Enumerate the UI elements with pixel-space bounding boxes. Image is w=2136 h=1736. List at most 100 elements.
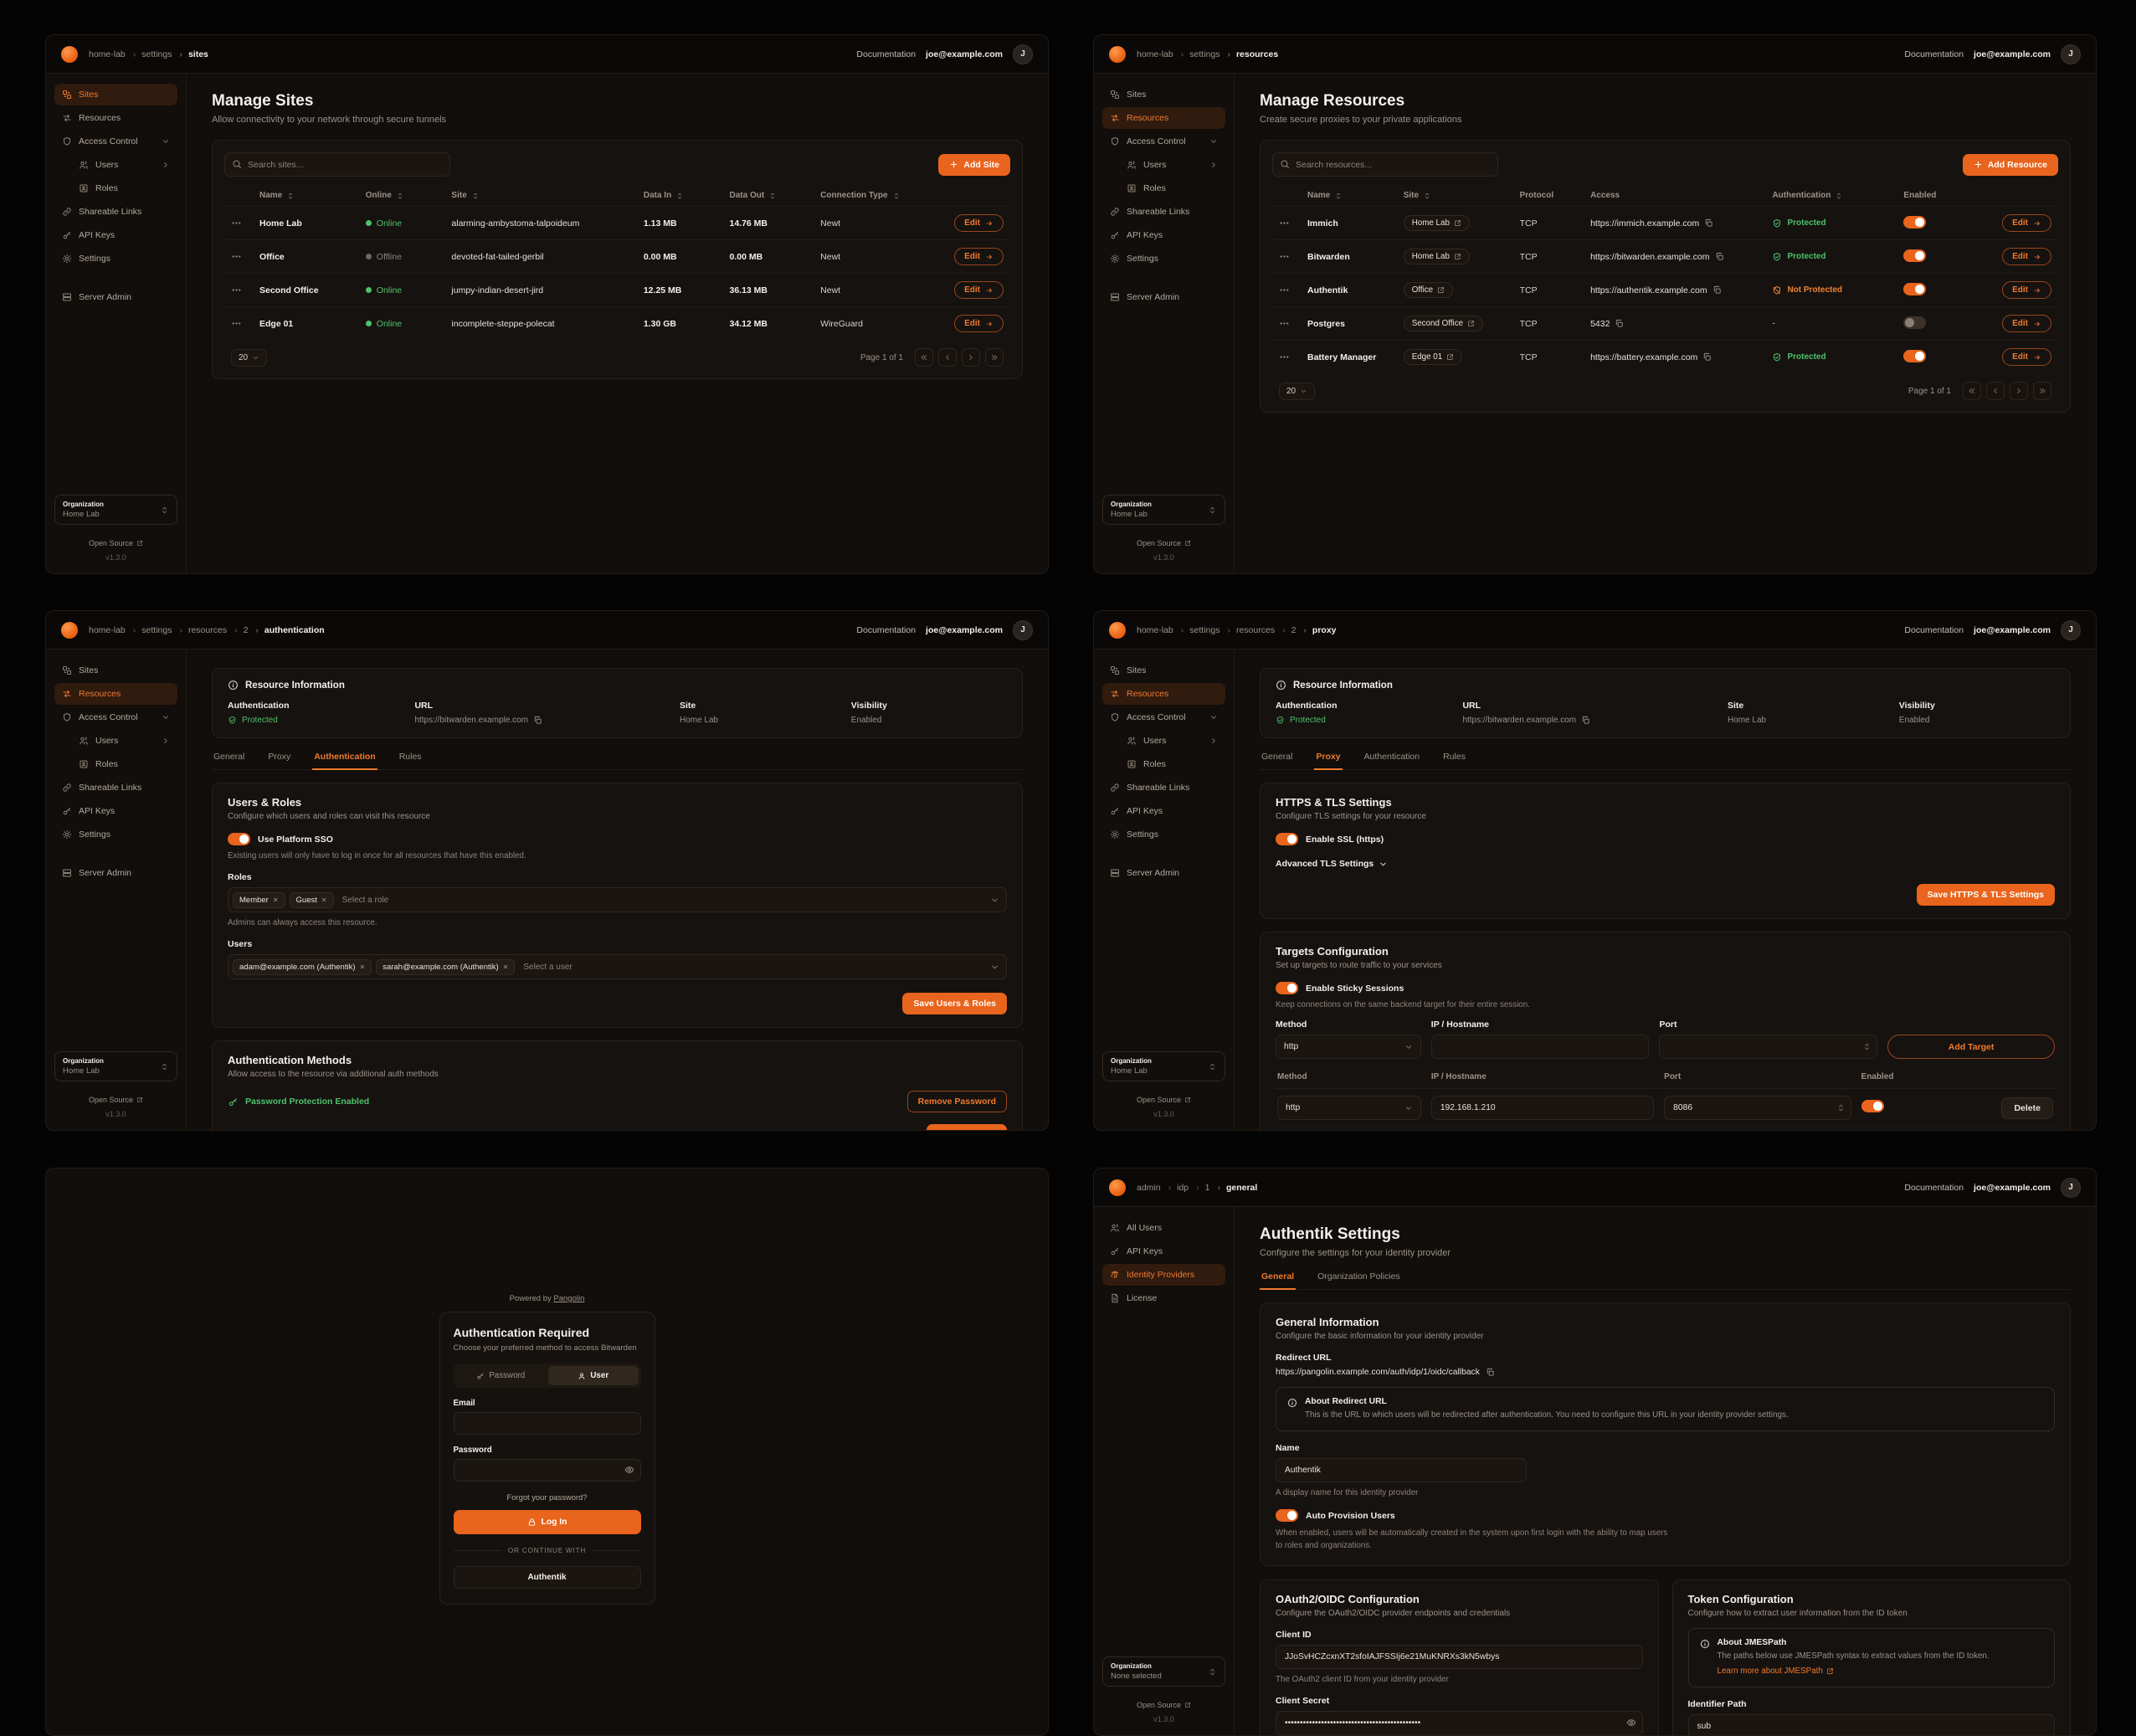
copy-icon[interactable] (1704, 218, 1713, 228)
auto-provision-toggle[interactable] (1276, 1509, 1298, 1523)
log-in-button[interactable]: Log In (453, 1510, 641, 1534)
row-menu-icon[interactable] (1279, 352, 1290, 362)
organization-selector[interactable]: Organization None selected (1102, 1656, 1225, 1687)
copy-icon[interactable] (1615, 319, 1624, 328)
tab-general[interactable]: General (1261, 752, 1293, 762)
row-menu-icon[interactable] (1279, 251, 1290, 262)
target-method-select[interactable]: http (1277, 1096, 1421, 1120)
row-menu-icon[interactable] (1279, 285, 1290, 295)
forgot-password-link[interactable]: Forgot your password? (506, 1492, 588, 1502)
advanced-tls-settings-toggle[interactable]: Advanced TLS Settings (1276, 859, 1388, 869)
resource-enabled-toggle[interactable] (1903, 215, 1927, 229)
target-ip-input[interactable] (1430, 1096, 1655, 1120)
column-header-connection-type[interactable]: Connection Type (820, 191, 932, 200)
sidebar-item-access-control[interactable]: Access Control (54, 706, 177, 728)
last-page-button[interactable] (985, 348, 1004, 367)
sidebar-item-access-control[interactable]: Access Control (1102, 131, 1225, 152)
sidebar-item-users[interactable]: Users (1119, 730, 1225, 752)
site-link[interactable]: Edge 01 (1403, 349, 1463, 365)
column-header-site[interactable]: Site (1404, 191, 1520, 200)
sidebar-item-shareable-links[interactable]: Shareable Links (1102, 777, 1225, 799)
save-users-roles-button[interactable]: Save Users & Roles (902, 993, 1007, 1014)
site-row[interactable]: Office Offline devoted-fat-tailed-gerbil… (224, 239, 1010, 273)
organization-selector[interactable]: Organization Home Lab (1102, 1051, 1225, 1081)
site-row[interactable]: Edge 01 Online incomplete-steppe-polecat… (224, 306, 1010, 340)
breadcrumb-item[interactable]: 2 (228, 625, 249, 635)
user-avatar[interactable]: J (2061, 619, 2081, 640)
column-header-data-in[interactable]: Data In (644, 191, 730, 200)
role-chip[interactable]: Guest (289, 891, 334, 908)
pangolin-logo-icon[interactable] (61, 621, 78, 639)
prev-page-button[interactable] (938, 348, 957, 367)
sidebar-item-roles[interactable]: Roles (1119, 177, 1225, 199)
page-size-select[interactable]: 20 (231, 348, 268, 367)
organization-selector[interactable]: Organization Home Lab (1102, 495, 1225, 525)
column-header-access[interactable]: Access (1590, 191, 1620, 200)
row-menu-icon[interactable] (231, 318, 242, 329)
breadcrumb-item[interactable]: home-lab (1137, 624, 1173, 635)
add-target-button[interactable]: Add Target (1887, 1035, 2055, 1059)
copy-icon[interactable] (1486, 1368, 1495, 1377)
breadcrumb-item[interactable]: resources (172, 625, 228, 635)
sidebar-item-access-control[interactable]: Access Control (54, 131, 177, 152)
sidebar-item-roles[interactable]: Roles (71, 177, 177, 199)
sidebar-item-sites[interactable]: Sites (1102, 660, 1225, 681)
tab-proxy[interactable]: Proxy (1314, 752, 1343, 770)
add-resource-button[interactable]: Add Resource (1962, 153, 2058, 176)
pangolin-logo-icon[interactable] (1109, 621, 1126, 639)
documentation-link[interactable]: Documentation (1904, 49, 1964, 59)
ip-hostname-input[interactable] (1430, 1035, 1650, 1059)
sidebar-item-shareable-links[interactable]: Shareable Links (54, 777, 177, 799)
site-link[interactable]: Office (1403, 282, 1454, 298)
client-secret-input[interactable] (1276, 1710, 1643, 1735)
user-email[interactable]: joe@example.com (1974, 624, 2051, 635)
documentation-link[interactable]: Documentation (856, 49, 917, 59)
resource-enabled-toggle[interactable] (1903, 282, 1927, 295)
row-menu-icon[interactable] (231, 251, 242, 262)
pangolin-logo-icon[interactable] (1109, 1179, 1126, 1196)
breadcrumb-item[interactable]: settings (126, 49, 173, 59)
sidebar-item-users[interactable]: Users (1119, 154, 1225, 176)
site-link[interactable]: Second Office (1403, 316, 1484, 331)
eye-icon[interactable] (1626, 1718, 1636, 1728)
edit-site-button[interactable]: Edit (954, 214, 1004, 232)
open-source-link[interactable]: Open Source (89, 1096, 143, 1104)
edit-resource-button[interactable]: Edit (2002, 315, 2051, 332)
port-input[interactable] (1659, 1035, 1878, 1059)
breadcrumb-item[interactable]: proxy (1296, 625, 1337, 635)
breadcrumb-item[interactable]: sites (172, 49, 208, 59)
role-chip[interactable]: Member (233, 891, 285, 908)
first-page-button[interactable] (1963, 382, 1981, 400)
open-source-link[interactable]: Open Source (1137, 1701, 1191, 1709)
enable-ssl-toggle[interactable] (1276, 833, 1298, 845)
roles-multiselect[interactable]: Member Guest Select a role (228, 887, 1007, 912)
sidebar-item-sites[interactable]: Sites (54, 660, 177, 681)
password-field[interactable] (453, 1459, 641, 1482)
identifier-path-input[interactable] (1687, 1713, 2055, 1735)
column-header-online[interactable]: Online (366, 191, 452, 200)
tab-user[interactable]: User (548, 1366, 639, 1385)
site-row[interactable]: Second Office Online jumpy-indian-desert… (224, 273, 1010, 306)
organization-selector[interactable]: Organization Home Lab (54, 495, 177, 525)
breadcrumb-item[interactable]: admin (1137, 1182, 1161, 1193)
prev-page-button[interactable] (1986, 382, 2005, 400)
breadcrumb-item[interactable]: 1 (1189, 1183, 1210, 1193)
column-header-name[interactable]: Name (259, 191, 366, 200)
user-email[interactable]: joe@example.com (1974, 1182, 2051, 1193)
edit-site-button[interactable]: Edit (954, 315, 1004, 332)
tab-proxy[interactable]: Proxy (268, 752, 291, 762)
resource-row[interactable]: Authentik Office TCP https://authentik.e… (1272, 273, 2058, 306)
target-port-input[interactable] (1664, 1096, 1851, 1120)
breadcrumb-item[interactable]: home-lab (89, 624, 126, 635)
last-page-button[interactable] (2033, 382, 2051, 400)
sidebar-item-settings[interactable]: Settings (54, 248, 177, 270)
site-link[interactable]: Home Lab (1403, 249, 1470, 265)
site-row[interactable]: Home Lab Online alarming-ambystoma-talpo… (224, 206, 1010, 239)
sidebar-item-server-admin[interactable]: Server Admin (54, 286, 177, 308)
copy-icon[interactable] (1702, 352, 1712, 362)
copy-icon[interactable] (1712, 285, 1722, 295)
sidebar-item-identity-providers[interactable]: Identity Providers (1102, 1264, 1225, 1286)
target-enabled-toggle[interactable] (1861, 1099, 1884, 1112)
sidebar-item-resources[interactable]: Resources (1102, 683, 1225, 705)
page-size-select[interactable]: 20 (1279, 382, 1316, 400)
